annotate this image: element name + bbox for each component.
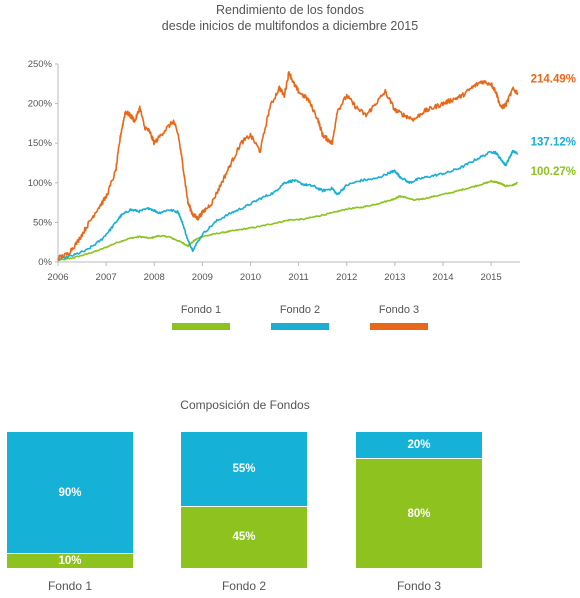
x-tick-label: 2015: [481, 272, 502, 283]
category-label: Fondo 2: [221, 579, 267, 593]
legend-swatch: [271, 323, 329, 330]
category-label: Fondo 1: [47, 579, 93, 593]
y-axis: 0% 50% 100% 150% 200% 250%: [28, 59, 59, 268]
bar-segment-top: 90%: [7, 432, 133, 555]
y-tick-label: 150%: [28, 138, 53, 149]
y-tick-label: 50%: [33, 217, 53, 228]
y-tick-label: 200%: [28, 99, 53, 110]
x-tick-label: 2013: [384, 272, 405, 283]
legend-label: Fondo 2: [279, 304, 321, 316]
series-end-label: 100.27%: [531, 166, 576, 178]
x-tick-label: 2011: [288, 272, 308, 283]
x-tick-label: 2009: [192, 272, 213, 283]
y-tick-label: 100%: [28, 178, 53, 189]
legend-item-fondo-3: Fondo 3: [370, 304, 428, 330]
bar-segment-top: 55%: [181, 432, 307, 507]
x-tick-label: 2008: [144, 272, 165, 283]
category-label: Fondo 3: [396, 579, 442, 593]
legend-swatch: [370, 323, 428, 330]
x-tick-label: 2012: [336, 272, 357, 283]
chart-subtitle: desde inicios de multifondos a diciembre…: [161, 19, 419, 33]
series-line-fondo-3: [57, 71, 519, 261]
y-tick-label: 0%: [38, 257, 52, 268]
legend-item-fondo-2: Fondo 2: [271, 304, 329, 330]
bar-segment-bottom: 45%: [181, 506, 307, 568]
composition-title: Composición de Fondos: [180, 398, 310, 412]
x-tick-label: 2007: [96, 272, 117, 283]
x-tick-label: 2014: [432, 272, 453, 283]
x-tick-label: 2010: [240, 272, 261, 283]
performance-line-chart: 0%50%100%150%200%250% 2006 2007 2008 2009 20…: [28, 59, 576, 283]
series-line-fondo-1: [57, 179, 519, 262]
legend-label: Fondo 3: [378, 304, 420, 316]
y-tick-label: 250%: [28, 59, 53, 70]
series-end-label: 214.49%: [531, 74, 576, 86]
bar-segment-bottom: 10%: [7, 554, 133, 568]
stacked-bar-fondo-1: 90% 10%: [7, 432, 133, 568]
legend-item-fondo-1: Fondo 1: [172, 304, 230, 330]
legend-label: Fondo 1: [180, 304, 222, 316]
legend-swatch: [172, 323, 230, 330]
x-tick-label: 2006: [47, 272, 68, 283]
bar-segment-top: 20%: [356, 432, 482, 460]
stacked-bar-fondo-3: 20% 80%: [356, 432, 482, 568]
series-end-label: 137.12%: [531, 136, 576, 148]
end-labels: 100.27% 137.12% 214.49%: [531, 74, 576, 178]
stacked-bar-fondo-2: 55% 45%: [181, 432, 307, 568]
chart-title: Rendimiento de los fondos: [215, 3, 364, 17]
series-lines: [57, 71, 519, 262]
x-axis: 2006 2007 2008 2009 2010 2011 2012 2013 2014 2015: [47, 261, 520, 283]
bar-segment-bottom: 80%: [356, 459, 482, 568]
series-line-fondo-2: [57, 149, 519, 261]
